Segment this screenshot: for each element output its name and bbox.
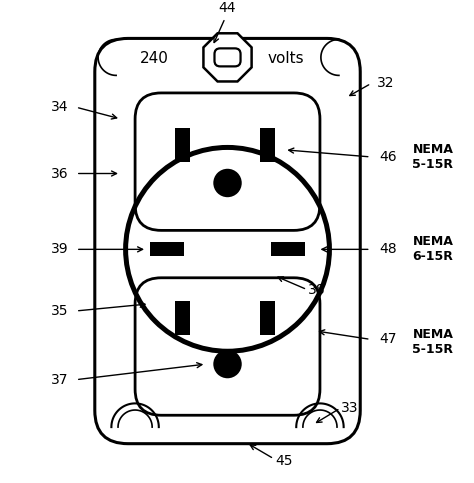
Bar — [260, 128, 275, 162]
FancyBboxPatch shape — [135, 93, 320, 230]
FancyBboxPatch shape — [214, 48, 240, 66]
Text: 48: 48 — [379, 242, 397, 256]
Text: 38: 38 — [308, 283, 326, 297]
Text: NEMA
6-15R: NEMA 6-15R — [412, 235, 453, 263]
Text: 47: 47 — [379, 332, 397, 346]
Polygon shape — [203, 33, 252, 82]
Text: volts: volts — [268, 51, 304, 66]
Text: 37: 37 — [51, 373, 69, 387]
Text: 32: 32 — [377, 76, 394, 90]
Circle shape — [213, 350, 242, 378]
FancyBboxPatch shape — [95, 39, 360, 444]
Bar — [175, 301, 190, 335]
Bar — [175, 128, 190, 162]
Bar — [150, 242, 184, 256]
Text: 44: 44 — [219, 0, 236, 14]
Bar — [260, 301, 275, 335]
Text: 35: 35 — [51, 304, 69, 318]
Text: 45: 45 — [275, 454, 292, 468]
Text: 39: 39 — [51, 242, 69, 256]
Circle shape — [213, 169, 242, 197]
Text: 36: 36 — [51, 167, 69, 181]
Text: 34: 34 — [51, 100, 69, 114]
Text: 46: 46 — [379, 150, 397, 164]
Text: NEMA
5-15R: NEMA 5-15R — [412, 143, 453, 171]
Bar — [271, 242, 305, 256]
Text: 240: 240 — [139, 51, 168, 66]
FancyBboxPatch shape — [135, 278, 320, 415]
Text: NEMA
5-15R: NEMA 5-15R — [412, 328, 453, 356]
Text: 33: 33 — [341, 401, 359, 415]
